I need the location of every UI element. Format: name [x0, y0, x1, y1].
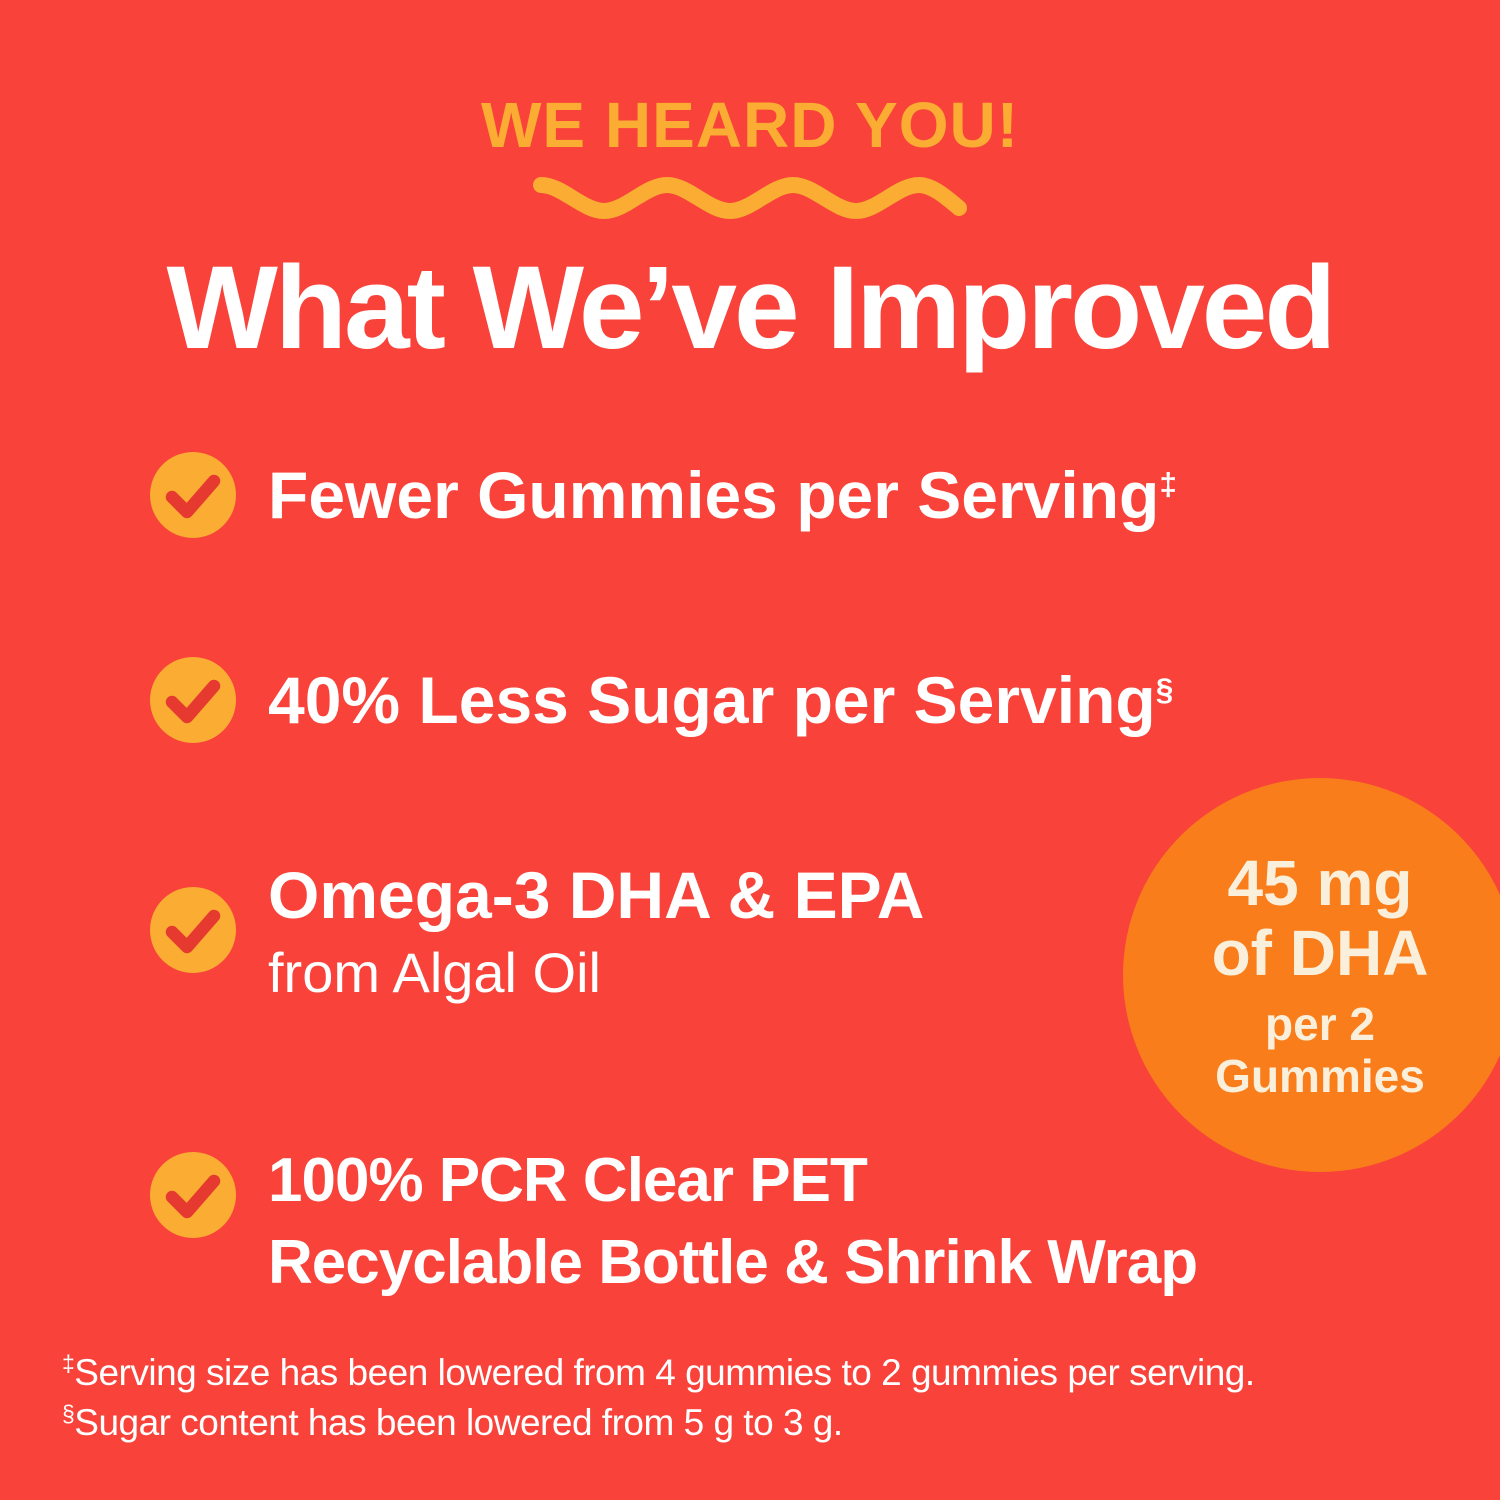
check-icon: [150, 452, 236, 538]
list-item-label-line1: 100% PCR Clear PET: [268, 1146, 868, 1215]
checkmark-glyph-icon: [165, 1174, 221, 1219]
list-item-less-sugar: 40% Less Sugar per Serving§: [268, 657, 1173, 743]
checkmark-glyph-icon: [165, 679, 221, 724]
footnote-serving-size: ‡Serving size has been lowered from 4 gu…: [62, 1350, 1255, 1396]
check-icon: [150, 657, 236, 743]
badge-of-dha: of DHA: [1211, 917, 1429, 989]
badge-amount: 45 mg: [1227, 847, 1413, 919]
list-item-fewer-gummies: Fewer Gummies per Serving‡: [268, 452, 1177, 538]
squiggle-underline-icon: [533, 176, 967, 220]
footnote-marker-section: §: [1155, 671, 1174, 707]
list-item-recyclable: 100% PCR Clear PET Recyclable Bottle & S…: [268, 1140, 1198, 1304]
list-item-label: 40% Less Sugar per Serving: [268, 663, 1156, 737]
list-item-label: Fewer Gummies per Serving: [268, 458, 1160, 532]
footnote-marker-dagger: ‡: [62, 1350, 75, 1377]
list-item-label-line2: Recyclable Bottle & Shrink Wrap: [268, 1228, 1198, 1297]
list-item-label: Omega-3 DHA & EPA: [268, 858, 925, 932]
footnote-marker-section: §: [62, 1400, 75, 1427]
badge-per-line1: per 2: [1265, 998, 1375, 1050]
dha-badge: 45 mg of DHA per 2 Gummies: [1123, 778, 1500, 1172]
kicker-heading: WE HEARD YOU!: [480, 89, 1020, 161]
check-icon: [150, 887, 236, 973]
list-item-omega3: Omega-3 DHA & EPA from Algal Oil: [268, 852, 924, 1008]
page-title: What We’ve Improved: [166, 242, 1337, 374]
footnote-text: Serving size has been lowered from 4 gum…: [74, 1352, 1255, 1393]
list-item-sublabel: from Algal Oil: [268, 941, 601, 1004]
badge-per-line2: Gummies: [1215, 1050, 1425, 1102]
checkmark-glyph-icon: [165, 909, 221, 954]
checkmark-glyph-icon: [165, 474, 221, 519]
footnote-marker-dagger: ‡: [1159, 466, 1177, 502]
check-icon: [150, 1152, 236, 1238]
footnote-text: Sugar content has been lowered from 5 g …: [74, 1402, 843, 1443]
footnote-sugar-content: §Sugar content has been lowered from 5 g…: [62, 1400, 843, 1446]
